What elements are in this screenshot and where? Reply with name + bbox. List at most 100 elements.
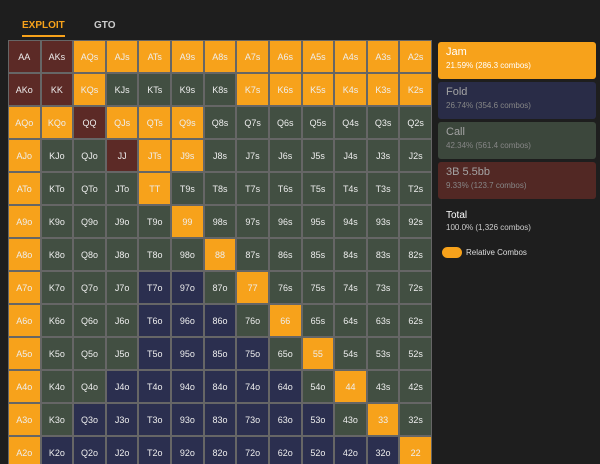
hand-cell[interactable]: 94o xyxy=(171,370,204,403)
hand-cell[interactable]: J8s xyxy=(203,139,237,172)
hand-cell[interactable]: 32o xyxy=(366,436,400,464)
action-card[interactable]: Jam 21.59% (286.3 combos) xyxy=(438,42,596,79)
tab-gto[interactable]: GTO xyxy=(94,20,116,31)
hand-cell[interactable]: 74s xyxy=(334,271,367,304)
hand-cell[interactable]: 54s xyxy=(334,337,367,370)
hand-cell[interactable]: 76s xyxy=(268,271,302,304)
hand-cell[interactable]: T2o xyxy=(138,436,172,464)
hand-cell[interactable]: K5o xyxy=(40,337,74,370)
hand-cell[interactable]: AJo xyxy=(8,139,41,172)
hand-cell[interactable]: KTo xyxy=(40,172,74,205)
hand-cell[interactable]: A4s xyxy=(334,40,367,73)
hand-cell[interactable]: 96s xyxy=(268,205,302,238)
hand-cell[interactable]: 92s xyxy=(399,205,432,238)
hand-cell[interactable]: Q2s xyxy=(399,106,432,139)
hand-cell[interactable]: 73o xyxy=(236,403,269,436)
hand-cell[interactable]: KJs xyxy=(105,73,139,106)
hand-cell[interactable]: 42s xyxy=(399,370,432,403)
hand-cell[interactable]: J2o xyxy=(105,436,139,464)
hand-cell[interactable]: J4o xyxy=(105,370,139,403)
hand-cell[interactable]: 96o xyxy=(171,304,204,337)
hand-cell[interactable]: K7s xyxy=(236,73,269,106)
hand-cell[interactable]: ATs xyxy=(138,40,172,73)
hand-cell[interactable]: T6o xyxy=(138,304,172,337)
action-card[interactable]: Call 42.34% (561.4 combos) xyxy=(438,122,596,159)
hand-cell[interactable]: 94s xyxy=(334,205,367,238)
hand-cell[interactable]: 75o xyxy=(236,337,269,370)
hand-cell[interactable]: 97s xyxy=(236,205,269,238)
hand-cell[interactable]: AQs xyxy=(73,40,106,73)
hand-cell[interactable]: K9o xyxy=(40,205,74,238)
hand-cell[interactable]: A3o xyxy=(8,403,41,436)
hand-cell[interactable]: 84s xyxy=(334,238,367,271)
hand-cell[interactable]: AJs xyxy=(105,40,139,73)
hand-cell[interactable]: 93s xyxy=(366,205,400,238)
hand-cell[interactable]: JTs xyxy=(138,139,172,172)
hand-cell[interactable]: QTs xyxy=(138,106,172,139)
hand-cell[interactable]: 33 xyxy=(366,403,400,436)
hand-cell[interactable]: T3s xyxy=(366,172,400,205)
hand-cell[interactable]: A3s xyxy=(366,40,400,73)
hand-cell[interactable]: T3o xyxy=(138,403,172,436)
hand-cell[interactable]: 42o xyxy=(334,436,367,464)
hand-cell[interactable]: 55 xyxy=(301,337,335,370)
hand-cell[interactable]: T7o xyxy=(138,271,172,304)
hand-cell[interactable]: 62s xyxy=(399,304,432,337)
hand-cell[interactable]: A6s xyxy=(268,40,302,73)
hand-cell[interactable]: A8o xyxy=(8,238,41,271)
hand-cell[interactable]: K8o xyxy=(40,238,74,271)
hand-cell[interactable]: T2s xyxy=(399,172,432,205)
hand-cell[interactable]: QTo xyxy=(73,172,106,205)
hand-cell[interactable]: 97o xyxy=(171,271,204,304)
hand-cell[interactable]: KQs xyxy=(73,73,106,106)
hand-cell[interactable]: J2s xyxy=(399,139,432,172)
hand-cell[interactable]: 65s xyxy=(301,304,335,337)
hand-cell[interactable]: T9o xyxy=(138,205,172,238)
hand-cell[interactable]: AA xyxy=(8,40,41,73)
hand-cell[interactable]: J3o xyxy=(105,403,139,436)
hand-cell[interactable]: K2o xyxy=(40,436,74,464)
hand-cell[interactable]: 53s xyxy=(366,337,400,370)
hand-cell[interactable]: K2s xyxy=(399,73,432,106)
tab-exploit[interactable]: EXPLOIT xyxy=(22,20,65,37)
hand-cell[interactable]: T7s xyxy=(236,172,269,205)
hand-cell[interactable]: 77 xyxy=(236,271,269,304)
hand-cell[interactable]: J7o xyxy=(105,271,139,304)
hand-cell[interactable]: A2o xyxy=(8,436,41,464)
hand-cell[interactable]: T8s xyxy=(203,172,237,205)
hand-cell[interactable]: 98o xyxy=(171,238,204,271)
hand-cell[interactable]: 76o xyxy=(236,304,269,337)
hand-cell[interactable]: 99 xyxy=(171,205,204,238)
hand-cell[interactable]: KK xyxy=(40,73,74,106)
hand-cell[interactable]: 52s xyxy=(399,337,432,370)
hand-cell[interactable]: J6s xyxy=(268,139,302,172)
hand-cell[interactable]: 84o xyxy=(203,370,237,403)
hand-cell[interactable]: 72o xyxy=(236,436,269,464)
hand-cell[interactable]: K6s xyxy=(268,73,302,106)
hand-cell[interactable]: 74o xyxy=(236,370,269,403)
hand-cell[interactable]: A2s xyxy=(399,40,432,73)
hand-cell[interactable]: 54o xyxy=(301,370,335,403)
hand-cell[interactable]: K4o xyxy=(40,370,74,403)
hand-cell[interactable]: 22 xyxy=(399,436,432,464)
hand-cell[interactable]: A9s xyxy=(171,40,204,73)
hand-cell[interactable]: A7o xyxy=(8,271,41,304)
action-card[interactable]: 3B 5.5bb 9.33% (123.7 combos) xyxy=(438,162,596,199)
hand-cell[interactable]: J6o xyxy=(105,304,139,337)
hand-cell[interactable]: 83o xyxy=(203,403,237,436)
hand-cell[interactable]: 64s xyxy=(334,304,367,337)
hand-cell[interactable]: ATo xyxy=(8,172,41,205)
hand-cell[interactable]: AQo xyxy=(8,106,41,139)
hand-cell[interactable]: J5s xyxy=(301,139,335,172)
hand-cell[interactable]: Q3s xyxy=(366,106,400,139)
hand-cell[interactable]: T4o xyxy=(138,370,172,403)
hand-cell[interactable]: 72s xyxy=(399,271,432,304)
hand-cell[interactable]: 88 xyxy=(203,238,237,271)
hand-cell[interactable]: 92o xyxy=(171,436,204,464)
hand-cell[interactable]: 85o xyxy=(203,337,237,370)
hand-cell[interactable]: T5o xyxy=(138,337,172,370)
hand-cell[interactable]: 64o xyxy=(268,370,302,403)
hand-cell[interactable]: 87o xyxy=(203,271,237,304)
hand-cell[interactable]: A6o xyxy=(8,304,41,337)
hand-cell[interactable]: JJ xyxy=(105,139,139,172)
